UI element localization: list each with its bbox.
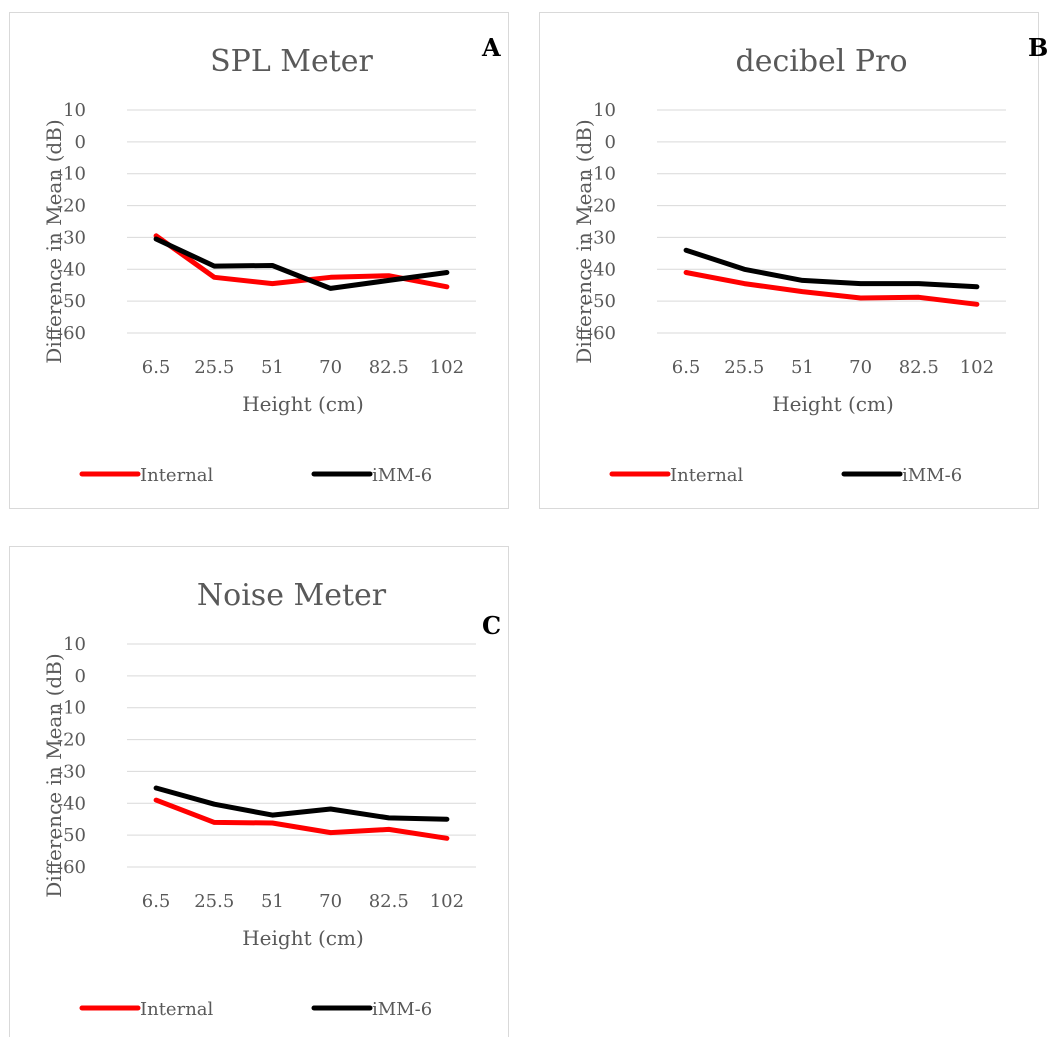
x-tick-label: 25.5	[194, 357, 234, 378]
x-tick-label: 6.5	[142, 357, 171, 378]
x-tick-label: 82.5	[369, 891, 409, 912]
x-tick-label: 70	[849, 357, 872, 378]
x-tick-label: 25.5	[194, 891, 234, 912]
y-tick-label: 10	[63, 634, 86, 655]
x-tick-label: 25.5	[724, 357, 764, 378]
x-axis-label: Height (cm)	[242, 392, 364, 416]
legend-entry: Internal	[140, 999, 214, 1020]
chart-title: Noise Meter	[197, 578, 387, 613]
x-tick-label: 82.5	[369, 357, 409, 378]
y-tick-label: 10	[593, 100, 616, 121]
x-tick-label: 82.5	[899, 357, 939, 378]
y-axis-label: Difference in Mean (dB)	[42, 119, 66, 363]
x-tick-label: 102	[430, 891, 464, 912]
y-tick-label: 0	[605, 132, 616, 153]
x-tick-label: 70	[319, 357, 342, 378]
x-tick-label: 102	[960, 357, 994, 378]
chart-title: SPL Meter	[210, 44, 373, 79]
y-tick-label: 0	[75, 132, 86, 153]
chart-title: decibel Pro	[735, 44, 907, 79]
x-tick-label: 102	[430, 357, 464, 378]
x-axis-label: Height (cm)	[242, 926, 364, 950]
legend-entry: Internal	[140, 465, 214, 486]
legend-entry: iMM-6	[372, 999, 432, 1020]
x-axis-label: Height (cm)	[772, 392, 894, 416]
legend-entry: Internal	[670, 465, 744, 486]
x-tick-label: 51	[791, 357, 814, 378]
panel-label-a: A	[482, 33, 501, 62]
x-tick-label: 51	[261, 891, 284, 912]
panel-label-c: C	[482, 611, 501, 640]
x-tick-label: 70	[319, 891, 342, 912]
y-axis-label: Difference in Mean (dB)	[572, 119, 596, 363]
y-axis-label: Difference in Mean (dB)	[42, 653, 66, 897]
series-line-internal	[686, 273, 977, 305]
y-tick-label: 0	[75, 666, 86, 687]
x-tick-label: 6.5	[142, 891, 171, 912]
legend-entry: iMM-6	[902, 465, 962, 486]
panel-label-b: B	[1028, 33, 1048, 62]
x-tick-label: 51	[261, 357, 284, 378]
x-tick-label: 6.5	[672, 357, 701, 378]
y-tick-label: 10	[63, 100, 86, 121]
legend-entry: iMM-6	[372, 465, 432, 486]
